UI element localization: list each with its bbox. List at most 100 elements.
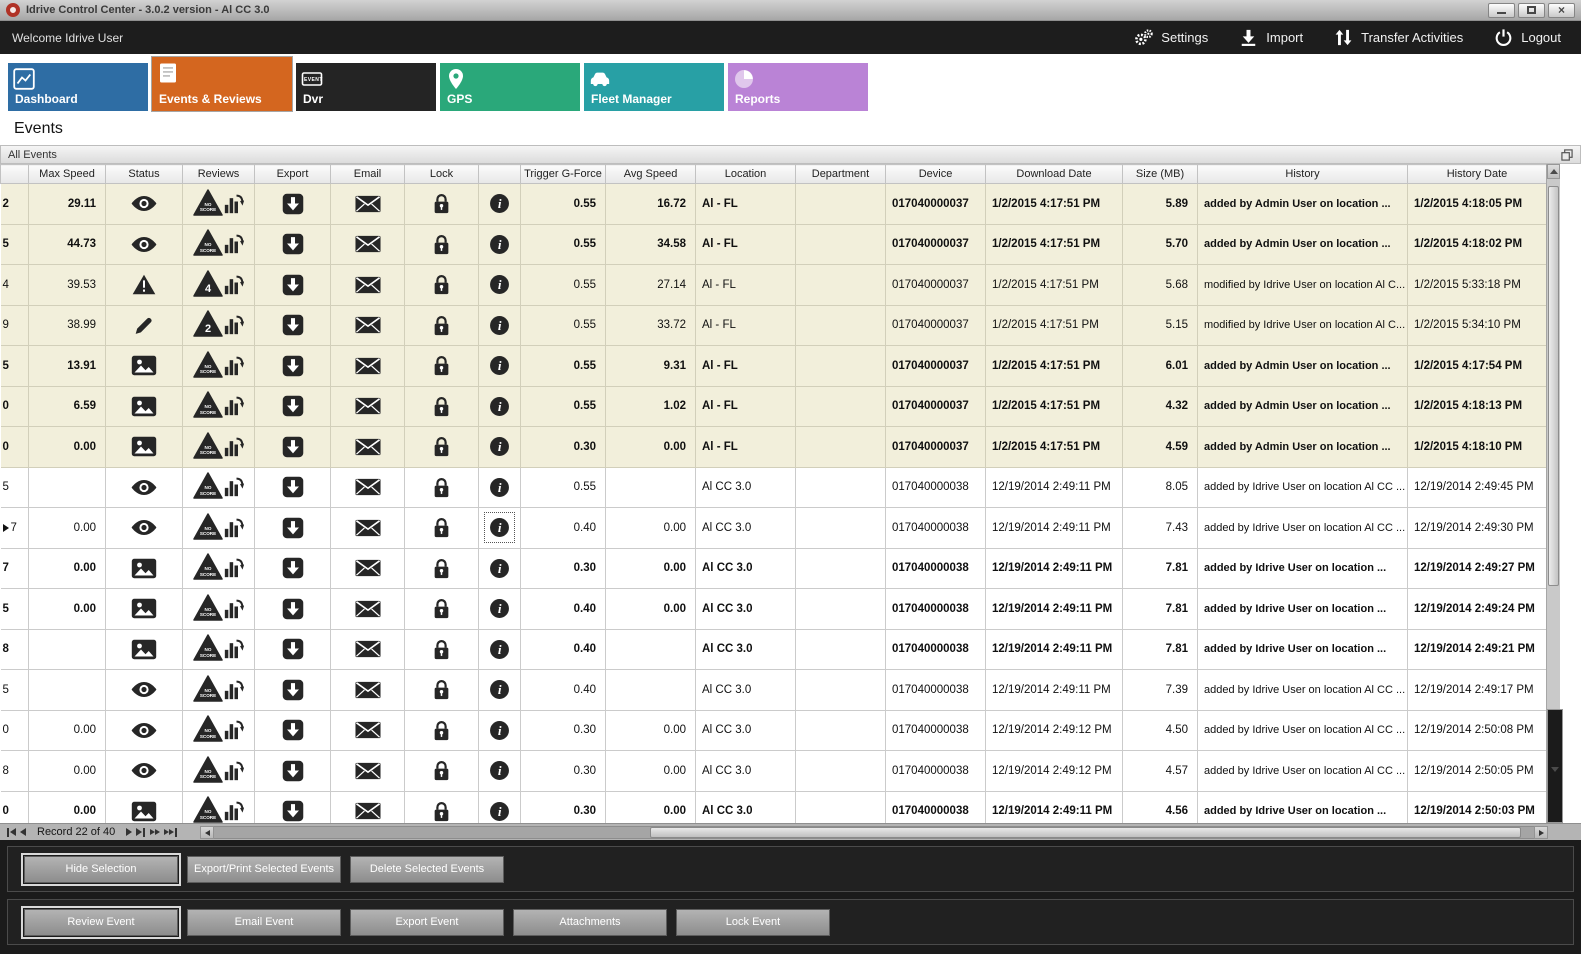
cell-info[interactable]	[478, 507, 521, 549]
scroll-up-button[interactable]	[1547, 164, 1560, 179]
cell-lock[interactable]	[404, 264, 479, 306]
cell-email[interactable]	[330, 183, 405, 225]
column-header-location[interactable]: Location	[695, 164, 796, 184]
cell-info[interactable]	[478, 386, 521, 427]
cell-email[interactable]	[330, 264, 405, 306]
cell-status[interactable]	[105, 750, 183, 792]
cell-status[interactable]	[105, 426, 183, 468]
cell-export[interactable]	[254, 791, 331, 823]
cell-status[interactable]	[105, 386, 183, 427]
cell-reviews[interactable]: NO SCORE	[182, 710, 255, 751]
cell-lock[interactable]	[404, 588, 479, 630]
table-row[interactable]: 8 0.00 NO SCORE 0.30 0.00 Al CC 3.0 0170…	[0, 750, 1547, 792]
table-row[interactable]: 8 NO SCORE 0.40 Al CC 3.0 017040000038 1…	[0, 629, 1547, 670]
cell-export[interactable]	[254, 345, 331, 387]
cell-status[interactable]	[105, 669, 183, 711]
cell-reviews[interactable]: NO SCORE	[182, 588, 255, 630]
cell-lock[interactable]	[404, 669, 479, 711]
cell-lock[interactable]	[404, 710, 479, 751]
horizontal-scrollbar[interactable]	[200, 825, 1548, 840]
hide-selection-button[interactable]: Hide Selection	[24, 855, 178, 883]
menu-action-settings[interactable]: Settings	[1133, 28, 1208, 47]
cell-lock[interactable]	[404, 183, 479, 225]
cell-email[interactable]	[330, 386, 405, 427]
column-header-email[interactable]: Email	[330, 164, 405, 184]
cell-email[interactable]	[330, 548, 405, 589]
cell-reviews[interactable]: NO SCORE	[182, 548, 255, 589]
cell-status[interactable]	[105, 710, 183, 751]
menu-action-transfer-activities[interactable]: Transfer Activities	[1333, 28, 1463, 47]
cell-reviews[interactable]: NO SCORE	[182, 386, 255, 427]
column-header-trigger-g-force[interactable]: Trigger G-Force	[520, 164, 606, 184]
nav-last-page-button[interactable]	[164, 826, 178, 839]
column-header-history-date[interactable]: History Date	[1407, 164, 1547, 184]
cell-export[interactable]	[254, 305, 331, 346]
cell-info[interactable]	[478, 791, 521, 823]
cell-lock[interactable]	[404, 467, 479, 508]
column-header-max-speed[interactable]: Max Speed	[28, 164, 106, 184]
cell-lock[interactable]	[404, 507, 479, 549]
column-header-size-mb[interactable]: Size (MB)	[1122, 164, 1198, 184]
minimize-button[interactable]	[1488, 2, 1515, 18]
menu-action-logout[interactable]: Logout	[1493, 28, 1561, 47]
table-row[interactable]: 0 0.00 NO SCORE 0.30 0.00 Al CC 3.0 0170…	[0, 710, 1547, 751]
cell-status[interactable]	[105, 183, 183, 225]
table-row[interactable]: 9 38.99 2 0.55 33.72 Al - FL 01704000003…	[0, 305, 1547, 346]
cell-email[interactable]	[330, 669, 405, 711]
cell-lock[interactable]	[404, 345, 479, 387]
cell-info[interactable]	[478, 750, 521, 792]
cell-reviews[interactable]: NO SCORE	[182, 507, 255, 549]
cell-info[interactable]	[478, 305, 521, 346]
column-header-export[interactable]: Export	[254, 164, 331, 184]
cell-export[interactable]	[254, 264, 331, 306]
cell-email[interactable]	[330, 629, 405, 670]
cell-email[interactable]	[330, 224, 405, 265]
cell-reviews[interactable]: 4	[182, 264, 255, 306]
scroll-right-button[interactable]	[1534, 826, 1548, 839]
cell-reviews[interactable]: NO SCORE	[182, 467, 255, 508]
cell-info[interactable]	[478, 345, 521, 387]
cell-info[interactable]	[478, 669, 521, 711]
column-header-department[interactable]: Department	[795, 164, 886, 184]
nav-prev-button[interactable]	[20, 826, 26, 839]
cell-email[interactable]	[330, 345, 405, 387]
horizontal-scrollbar-thumb[interactable]	[649, 827, 1521, 838]
cell-status[interactable]	[105, 467, 183, 508]
cell-email[interactable]	[330, 426, 405, 468]
table-row[interactable]: 0 0.00 NO SCORE 0.30 0.00 Al - FL 017040…	[0, 426, 1547, 468]
cell-status[interactable]	[105, 588, 183, 630]
cell-lock[interactable]	[404, 305, 479, 346]
table-row[interactable]: 5 44.73 NO SCORE 0.55 34.58 Al - FL 0170…	[0, 224, 1547, 265]
cell-email[interactable]	[330, 750, 405, 792]
cell-status[interactable]	[105, 264, 183, 306]
cell-lock[interactable]	[404, 548, 479, 589]
cell-export[interactable]	[254, 750, 331, 792]
scroll-left-button[interactable]	[200, 826, 214, 839]
cell-status[interactable]	[105, 791, 183, 823]
cell-status[interactable]	[105, 548, 183, 589]
table-row[interactable]: 7 0.00 NO SCORE 0.40 0.00 Al CC 3.0 0170…	[0, 507, 1547, 549]
cell-reviews[interactable]: NO SCORE	[182, 629, 255, 670]
nav-next-button[interactable]	[126, 826, 133, 839]
cell-export[interactable]	[254, 426, 331, 468]
cell-info[interactable]	[478, 467, 521, 508]
tab-gps[interactable]: GPS	[440, 63, 580, 111]
cell-status[interactable]	[105, 345, 183, 387]
tab-dvr[interactable]: EVENT Dvr	[296, 63, 436, 111]
cell-lock[interactable]	[404, 791, 479, 823]
column-header-lock[interactable]: Lock	[404, 164, 479, 184]
cell-info[interactable]	[478, 710, 521, 751]
cell-lock[interactable]	[404, 224, 479, 265]
cell-export[interactable]	[254, 507, 331, 549]
cell-reviews[interactable]: NO SCORE	[182, 791, 255, 823]
tab-reports[interactable]: Reports	[728, 63, 868, 111]
horizontal-scrollbar-track[interactable]	[214, 826, 1534, 839]
table-row[interactable]: 2 29.11 NO SCORE 0.55 16.72 Al - FL 0170…	[0, 183, 1547, 225]
cell-email[interactable]	[330, 467, 405, 508]
cell-email[interactable]	[330, 588, 405, 630]
cell-export[interactable]	[254, 548, 331, 589]
cell-info[interactable]	[478, 426, 521, 468]
cell-export[interactable]	[254, 224, 331, 265]
cell-export[interactable]	[254, 467, 331, 508]
table-row[interactable]: 5 13.91 NO SCORE 0.55 9.31 Al - FL 01704…	[0, 345, 1547, 387]
